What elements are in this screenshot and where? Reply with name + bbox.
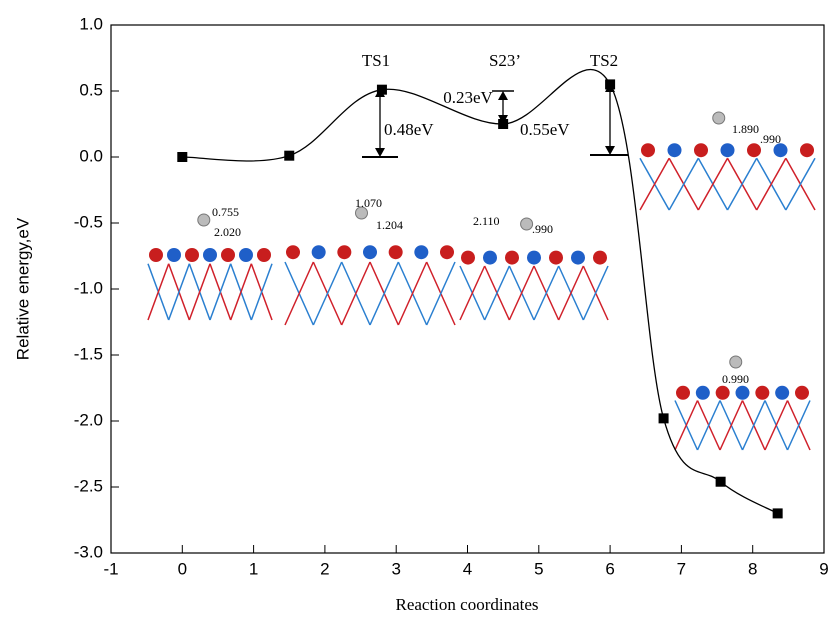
- y-tick-label: -1.0: [74, 278, 103, 297]
- atom: [676, 386, 690, 400]
- atom: [414, 245, 428, 259]
- atom: [549, 251, 563, 265]
- energy-curve: [182, 70, 777, 514]
- atom: [571, 251, 585, 265]
- atom: [505, 251, 519, 265]
- bond-length-label: 1.890: [732, 122, 759, 136]
- atom: [221, 248, 235, 262]
- y-tick-label: 1.0: [79, 14, 103, 33]
- atom: [800, 143, 814, 157]
- data-point: [284, 151, 294, 161]
- bond-length-label: .990: [532, 222, 553, 236]
- atom: [716, 386, 730, 400]
- x-tick-label: 8: [748, 559, 757, 578]
- atom: [198, 214, 210, 226]
- bond-length-label: 2.020: [214, 225, 241, 239]
- atom: [363, 245, 377, 259]
- annotation: 0.55eV: [520, 120, 570, 139]
- atom: [775, 386, 789, 400]
- arrow-head: [375, 148, 385, 157]
- atom: [149, 248, 163, 262]
- bond-length-label: 1.070: [355, 196, 382, 210]
- atom: [694, 143, 708, 157]
- atom: [755, 386, 769, 400]
- x-tick-label: 9: [819, 559, 828, 578]
- x-tick-label: 2: [320, 559, 329, 578]
- data-point: [659, 413, 669, 423]
- bond-length-label: .990: [760, 132, 781, 146]
- atom: [337, 245, 351, 259]
- x-tick-label: 1: [249, 559, 258, 578]
- atom: [440, 245, 454, 259]
- y-tick-label: -0.5: [74, 212, 103, 231]
- data-point: [177, 152, 187, 162]
- x-tick-label: 5: [534, 559, 543, 578]
- atom: [239, 248, 253, 262]
- x-tick-label: 0: [178, 559, 187, 578]
- bond-length-label: 0.990: [722, 372, 749, 386]
- x-tick-label: 3: [391, 559, 400, 578]
- y-tick-label: -3.0: [74, 542, 103, 561]
- atom: [641, 143, 655, 157]
- data-point: [716, 477, 726, 487]
- chart: Reaction coordinates Relative energy,eV …: [0, 0, 828, 621]
- atom: [747, 143, 761, 157]
- x-axis-label: Reaction coordinates: [395, 595, 538, 614]
- atom: [713, 112, 725, 124]
- atom: [795, 386, 809, 400]
- annotation: S23’: [489, 51, 521, 70]
- atom: [696, 386, 710, 400]
- x-tick-label: -1: [103, 559, 118, 578]
- annotation: TS2: [590, 51, 618, 70]
- atom: [721, 143, 735, 157]
- annotation: TS1: [362, 51, 390, 70]
- arrow-head: [498, 91, 508, 100]
- atom: [203, 248, 217, 262]
- y-tick-label: -1.5: [74, 344, 103, 363]
- atom: [312, 245, 326, 259]
- y-axis-label: Relative energy,eV: [13, 217, 32, 360]
- y-tick-label: -2.5: [74, 476, 103, 495]
- bond-length-label: 0.755: [212, 205, 239, 219]
- atom: [286, 245, 300, 259]
- atom: [527, 251, 541, 265]
- y-tick-label: 0.0: [79, 146, 103, 165]
- structure-insets: [148, 112, 815, 450]
- atom: [668, 143, 682, 157]
- bond-length-label: 2.110: [473, 214, 500, 228]
- atom: [185, 248, 199, 262]
- annotation: 0.48eV: [384, 120, 434, 139]
- y-tick-label: -2.0: [74, 410, 103, 429]
- x-tick-label: 6: [605, 559, 614, 578]
- data-point: [773, 508, 783, 518]
- bond-length-label: 1.204: [376, 218, 403, 232]
- atom: [167, 248, 181, 262]
- atom: [389, 245, 403, 259]
- x-tick-label: 4: [463, 559, 472, 578]
- y-tick-label: 0.5: [79, 80, 103, 99]
- atom: [730, 356, 742, 368]
- atom: [736, 386, 750, 400]
- annotation: 0.23eV: [443, 88, 493, 107]
- atom: [257, 248, 271, 262]
- atom: [483, 251, 497, 265]
- atom: [521, 218, 533, 230]
- atom: [461, 251, 475, 265]
- atom: [593, 251, 607, 265]
- x-tick-label: 7: [677, 559, 686, 578]
- arrow-head: [605, 146, 615, 155]
